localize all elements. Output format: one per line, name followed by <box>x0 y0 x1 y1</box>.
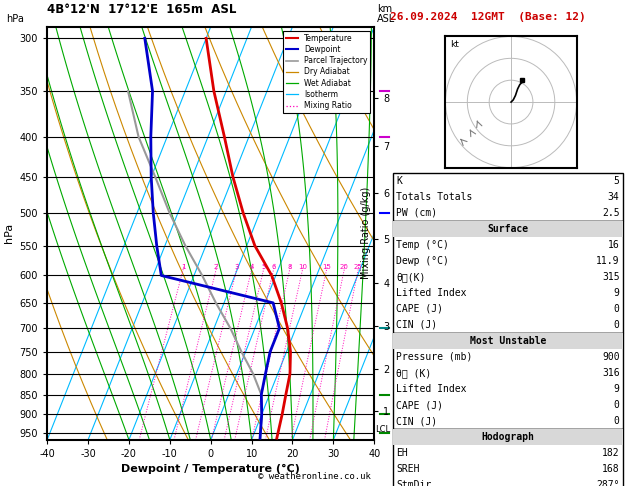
Text: Dewp (°C): Dewp (°C) <box>396 256 449 266</box>
Text: 5: 5 <box>261 264 265 270</box>
Text: 2: 2 <box>214 264 218 270</box>
Text: θᴇ (K): θᴇ (K) <box>396 368 431 378</box>
Text: CAPE (J): CAPE (J) <box>396 304 443 314</box>
Text: 6: 6 <box>271 264 276 270</box>
Text: © weatheronline.co.uk: © weatheronline.co.uk <box>258 472 371 481</box>
Text: LCL: LCL <box>376 425 391 434</box>
Text: 15: 15 <box>322 264 331 270</box>
Text: km
ASL: km ASL <box>377 3 396 24</box>
Text: 182: 182 <box>602 448 620 458</box>
X-axis label: Dewpoint / Temperature (°C): Dewpoint / Temperature (°C) <box>121 465 300 474</box>
Text: 16: 16 <box>608 240 620 250</box>
Text: 0: 0 <box>614 416 620 426</box>
Text: 8: 8 <box>287 264 292 270</box>
Text: hPa: hPa <box>6 14 24 24</box>
Text: 11.9: 11.9 <box>596 256 620 266</box>
Text: 0: 0 <box>614 304 620 314</box>
Text: 287°: 287° <box>596 480 620 486</box>
Text: 900: 900 <box>602 352 620 362</box>
Text: 10: 10 <box>298 264 307 270</box>
Text: Totals Totals: Totals Totals <box>396 191 472 202</box>
Text: Mixing Ratio (g/kg): Mixing Ratio (g/kg) <box>361 187 371 279</box>
Text: 316: 316 <box>602 368 620 378</box>
Text: Hodograph: Hodograph <box>481 432 535 442</box>
Text: Pressure (mb): Pressure (mb) <box>396 352 472 362</box>
Text: 25: 25 <box>354 264 362 270</box>
Text: EH: EH <box>396 448 408 458</box>
Text: Surface: Surface <box>487 224 528 234</box>
Text: 2.5: 2.5 <box>602 208 620 218</box>
Text: 4: 4 <box>249 264 253 270</box>
Text: 0: 0 <box>614 320 620 330</box>
Text: 34: 34 <box>608 191 620 202</box>
Text: kt: kt <box>450 40 459 50</box>
Text: 3: 3 <box>234 264 239 270</box>
Text: CIN (J): CIN (J) <box>396 416 437 426</box>
Text: 1: 1 <box>181 264 186 270</box>
Text: PW (cm): PW (cm) <box>396 208 437 218</box>
Text: StmDir: StmDir <box>396 480 431 486</box>
Legend: Temperature, Dewpoint, Parcel Trajectory, Dry Adiabat, Wet Adiabat, Isotherm, Mi: Temperature, Dewpoint, Parcel Trajectory… <box>283 31 370 113</box>
Text: 9: 9 <box>614 384 620 394</box>
Text: K: K <box>396 175 402 186</box>
Text: 26.09.2024  12GMT  (Base: 12): 26.09.2024 12GMT (Base: 12) <box>390 12 586 22</box>
Text: Temp (°C): Temp (°C) <box>396 240 449 250</box>
Text: SREH: SREH <box>396 464 420 474</box>
Text: 168: 168 <box>602 464 620 474</box>
Text: Most Unstable: Most Unstable <box>470 336 546 346</box>
Y-axis label: hPa: hPa <box>4 223 14 243</box>
Text: CIN (J): CIN (J) <box>396 320 437 330</box>
Text: 4B°12'N  17°12'E  165m  ASL: 4B°12'N 17°12'E 165m ASL <box>47 3 237 17</box>
Text: 20: 20 <box>340 264 348 270</box>
Text: Lifted Index: Lifted Index <box>396 384 467 394</box>
Text: 315: 315 <box>602 272 620 282</box>
Text: Lifted Index: Lifted Index <box>396 288 467 298</box>
Text: 5: 5 <box>614 175 620 186</box>
Text: 9: 9 <box>614 288 620 298</box>
Text: CAPE (J): CAPE (J) <box>396 400 443 410</box>
Text: 0: 0 <box>614 400 620 410</box>
Text: θᴇ(K): θᴇ(K) <box>396 272 426 282</box>
